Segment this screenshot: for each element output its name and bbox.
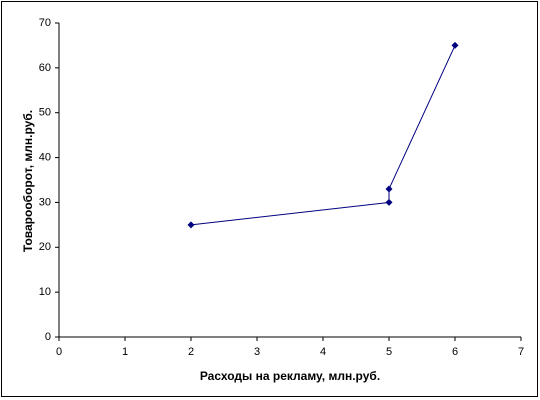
x-tick-label: 5	[386, 346, 392, 358]
x-tick-label: 2	[188, 346, 194, 358]
y-tick-label: 20	[39, 241, 51, 253]
x-tick-label: 4	[320, 346, 326, 358]
y-tick-label: 50	[39, 107, 51, 119]
data-point	[451, 41, 459, 49]
data-line	[190, 45, 456, 226]
x-tick-label: 3	[254, 346, 260, 358]
data-point	[385, 185, 393, 193]
y-tick-label: 30	[39, 196, 51, 208]
y-tick-label: 60	[39, 62, 51, 74]
y-axis-title: Товарооборот, млн.руб.	[21, 110, 35, 252]
y-tick-label: 70	[39, 17, 51, 29]
data-point	[187, 221, 195, 229]
x-tick-label: 6	[452, 346, 458, 358]
x-tick-label: 0	[56, 346, 62, 358]
x-tick-label: 7	[518, 346, 524, 358]
x-axis-title: Расходы на рекламу, млн.руб.	[200, 369, 380, 383]
data-point	[385, 198, 393, 206]
y-tick-label: 0	[45, 331, 51, 343]
x-tick-label: 1	[122, 346, 128, 358]
y-tick-label: 40	[39, 151, 51, 163]
y-tick-label: 10	[39, 286, 51, 298]
